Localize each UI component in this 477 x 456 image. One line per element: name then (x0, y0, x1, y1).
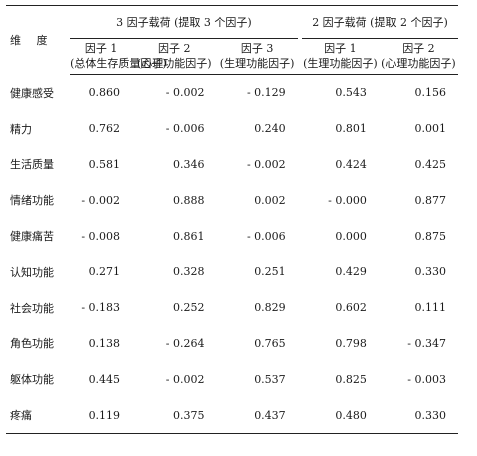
dimension-name: 健康痛苦 (10, 230, 54, 244)
g2-loading-value: 0.798 (335, 336, 367, 350)
dimension-name: 生活质量 (10, 158, 54, 172)
g1-loading-value: 0.537 (254, 372, 286, 386)
g2-factor1-desc: (生理功能因子) (303, 57, 378, 70)
table-row: 疼痛 0.119 0.375 0.437 0.480 0.330 (6, 397, 458, 434)
g2-loading-value: 0.330 (414, 265, 447, 279)
g1-loading-value: - 0.006 (165, 122, 205, 136)
g2-loading-value: - 0.347 (407, 336, 446, 350)
g1-loading-value: - 0.002 (165, 372, 205, 386)
g2-loading-value: 0.877 (414, 193, 447, 207)
g1-factor3-desc: (生理功能因子) (219, 57, 295, 70)
dimension-name: 认知功能 (10, 265, 54, 279)
g2-loading-value: 0.000 (335, 229, 367, 243)
dimension-name: 社会功能 (10, 301, 54, 315)
group-gap-2 (297, 38, 302, 75)
g1-loading-value: 0.829 (254, 301, 286, 315)
dimension-name: 健康感受 (10, 86, 54, 100)
g1-loading-value: 0.119 (70, 397, 133, 434)
dimension-name: 精力 (10, 122, 32, 136)
g2-factor2-header: 因子 2 (心理功能因子) (378, 38, 458, 75)
g1-loading-value: 0.251 (254, 265, 286, 279)
g2-factor2-name: 因子 2 (402, 42, 435, 55)
dimension-name: 疼痛 (6, 397, 71, 434)
dimension-header: 维 度 (6, 5, 71, 75)
g1-factor2-header: 因子 2 (心理功能因子) (132, 38, 217, 75)
g1-factor1-desc: (总体生存质量因子) (70, 57, 167, 70)
g2-factor1-header: 因子 1 (生理功能因子) (301, 38, 379, 75)
g1-loading-value: 0.240 (254, 122, 286, 136)
g2-loading-value: 0.330 (378, 397, 458, 434)
table-row: 精力 0.762 - 0.006 0.240 0.801 0.001 (6, 111, 458, 147)
g1-factor1-header: 因子 1 (总体生存质量因子) (70, 38, 167, 75)
g2-loading-value: - 0.000 (328, 193, 367, 207)
g2-loading-value: 0.875 (414, 229, 447, 243)
g1-loading-value: - 0.002 (165, 86, 205, 100)
g1-factor1-name: 因子 1 (84, 42, 118, 55)
table-body: 健康感受 0.860 - 0.002 - 0.129 0.543 0.156 精力 0.762… (6, 75, 458, 434)
g1-loading-value: 0.375 (132, 397, 217, 434)
factor-loading-table-container: 维 度 3 因子载荷 (提取 3 个因子) 2 因子载荷 (提取 2 个因子) … (6, 5, 458, 437)
g2-loading-value: 0.825 (335, 372, 367, 386)
g2-loading-value: 0.429 (335, 265, 367, 279)
table-row: 生活质量 0.581 0.346 - 0.002 0.424 0.425 (6, 147, 458, 183)
g1-loading-value: 0.437 (216, 397, 298, 434)
g1-loading-value: 0.762 (88, 122, 121, 136)
g1-loading-value: 0.765 (254, 336, 286, 350)
g1-loading-value: 0.002 (254, 193, 286, 207)
g1-factor3-header: 因子 3 (生理功能因子) (216, 38, 298, 75)
factor-loading-table: 维 度 3 因子载荷 (提取 3 个因子) 2 因子载荷 (提取 2 个因子) … (6, 5, 458, 434)
g1-loading-value: 0.888 (172, 193, 205, 207)
g2-loading-value: - 0.003 (407, 372, 446, 386)
g2-loading-value: 0.424 (335, 157, 367, 171)
g1-loading-value: 0.271 (88, 265, 121, 279)
group1-header: 3 因子载荷 (提取 3 个因子) (70, 5, 298, 39)
g2-loading-value: 0.480 (301, 397, 379, 434)
header-row-groups: 维 度 3 因子载荷 (提取 3 个因子) 2 因子载荷 (提取 2 个因子) (6, 5, 458, 75)
g2-loading-value: 0.111 (414, 301, 447, 315)
table-row: 健康痛苦 - 0.008 0.861 - 0.006 0.000 0.875 (6, 218, 458, 254)
g1-factor2-name: 因子 2 (158, 42, 191, 55)
g1-loading-value: 0.138 (88, 336, 121, 350)
g1-loading-value: - 0.006 (246, 229, 286, 243)
g2-loading-value: 0.801 (335, 122, 367, 136)
g1-loading-value: 0.861 (172, 229, 205, 243)
g1-loading-value: 0.581 (88, 157, 121, 171)
g2-loading-value: 0.425 (414, 157, 447, 171)
group2-header: 2 因子载荷 (提取 2 个因子) (301, 5, 458, 39)
dimension-name: 角色功能 (10, 337, 54, 351)
header-row-factors: 因子 1 (总体生存质量因子) 因子 2 (心理功能因子) 因子 3 (生理功能… (6, 38, 458, 75)
table-row: 情绪功能 - 0.002 0.888 0.002 - 0.000 0.877 (6, 182, 458, 218)
table-row: 角色功能 0.138 - 0.264 0.765 0.798 - 0.347 (6, 326, 458, 362)
g1-loading-value: - 0.183 (81, 301, 121, 315)
g1-loading-value: - 0.002 (246, 157, 286, 171)
g2-factor2-desc: (心理功能因子) (381, 57, 456, 70)
g1-loading-value: 0.252 (172, 301, 205, 315)
group-gap-cell (297, 397, 302, 434)
g1-loading-value: - 0.002 (81, 193, 121, 207)
table-row: 健康感受 0.860 - 0.002 - 0.129 0.543 0.156 (6, 75, 458, 111)
dimension-name: 情绪功能 (10, 194, 54, 208)
g1-loading-value: 0.328 (172, 265, 205, 279)
table-row: 认知功能 0.271 0.328 0.251 0.429 0.330 (6, 254, 458, 290)
table-row: 躯体功能 0.445 - 0.002 0.537 0.825 - 0.003 (6, 361, 458, 397)
table-row: 社会功能 - 0.183 0.252 0.829 0.602 0.111 (6, 290, 458, 326)
g2-loading-value: 0.001 (414, 122, 447, 136)
g1-loading-value: 0.346 (172, 157, 205, 171)
g1-loading-value: 0.860 (88, 86, 121, 100)
g1-factor3-name: 因子 3 (240, 42, 274, 55)
g1-loading-value: - 0.008 (81, 229, 121, 243)
g2-loading-value: 0.543 (335, 86, 367, 100)
g2-loading-value: 0.156 (414, 86, 447, 100)
g1-loading-value: - 0.129 (246, 86, 286, 100)
g1-loading-value: - 0.264 (165, 336, 205, 350)
g2-loading-value: 0.602 (335, 301, 367, 315)
g2-factor1-name: 因子 1 (324, 42, 357, 55)
g1-factor2-desc: (心理功能因子) (136, 57, 212, 70)
dimension-name: 躯体功能 (10, 373, 54, 387)
group-gap (297, 5, 302, 39)
g1-loading-value: 0.445 (88, 372, 121, 386)
table-header: 维 度 3 因子载荷 (提取 3 个因子) 2 因子载荷 (提取 2 个因子) … (6, 5, 458, 75)
